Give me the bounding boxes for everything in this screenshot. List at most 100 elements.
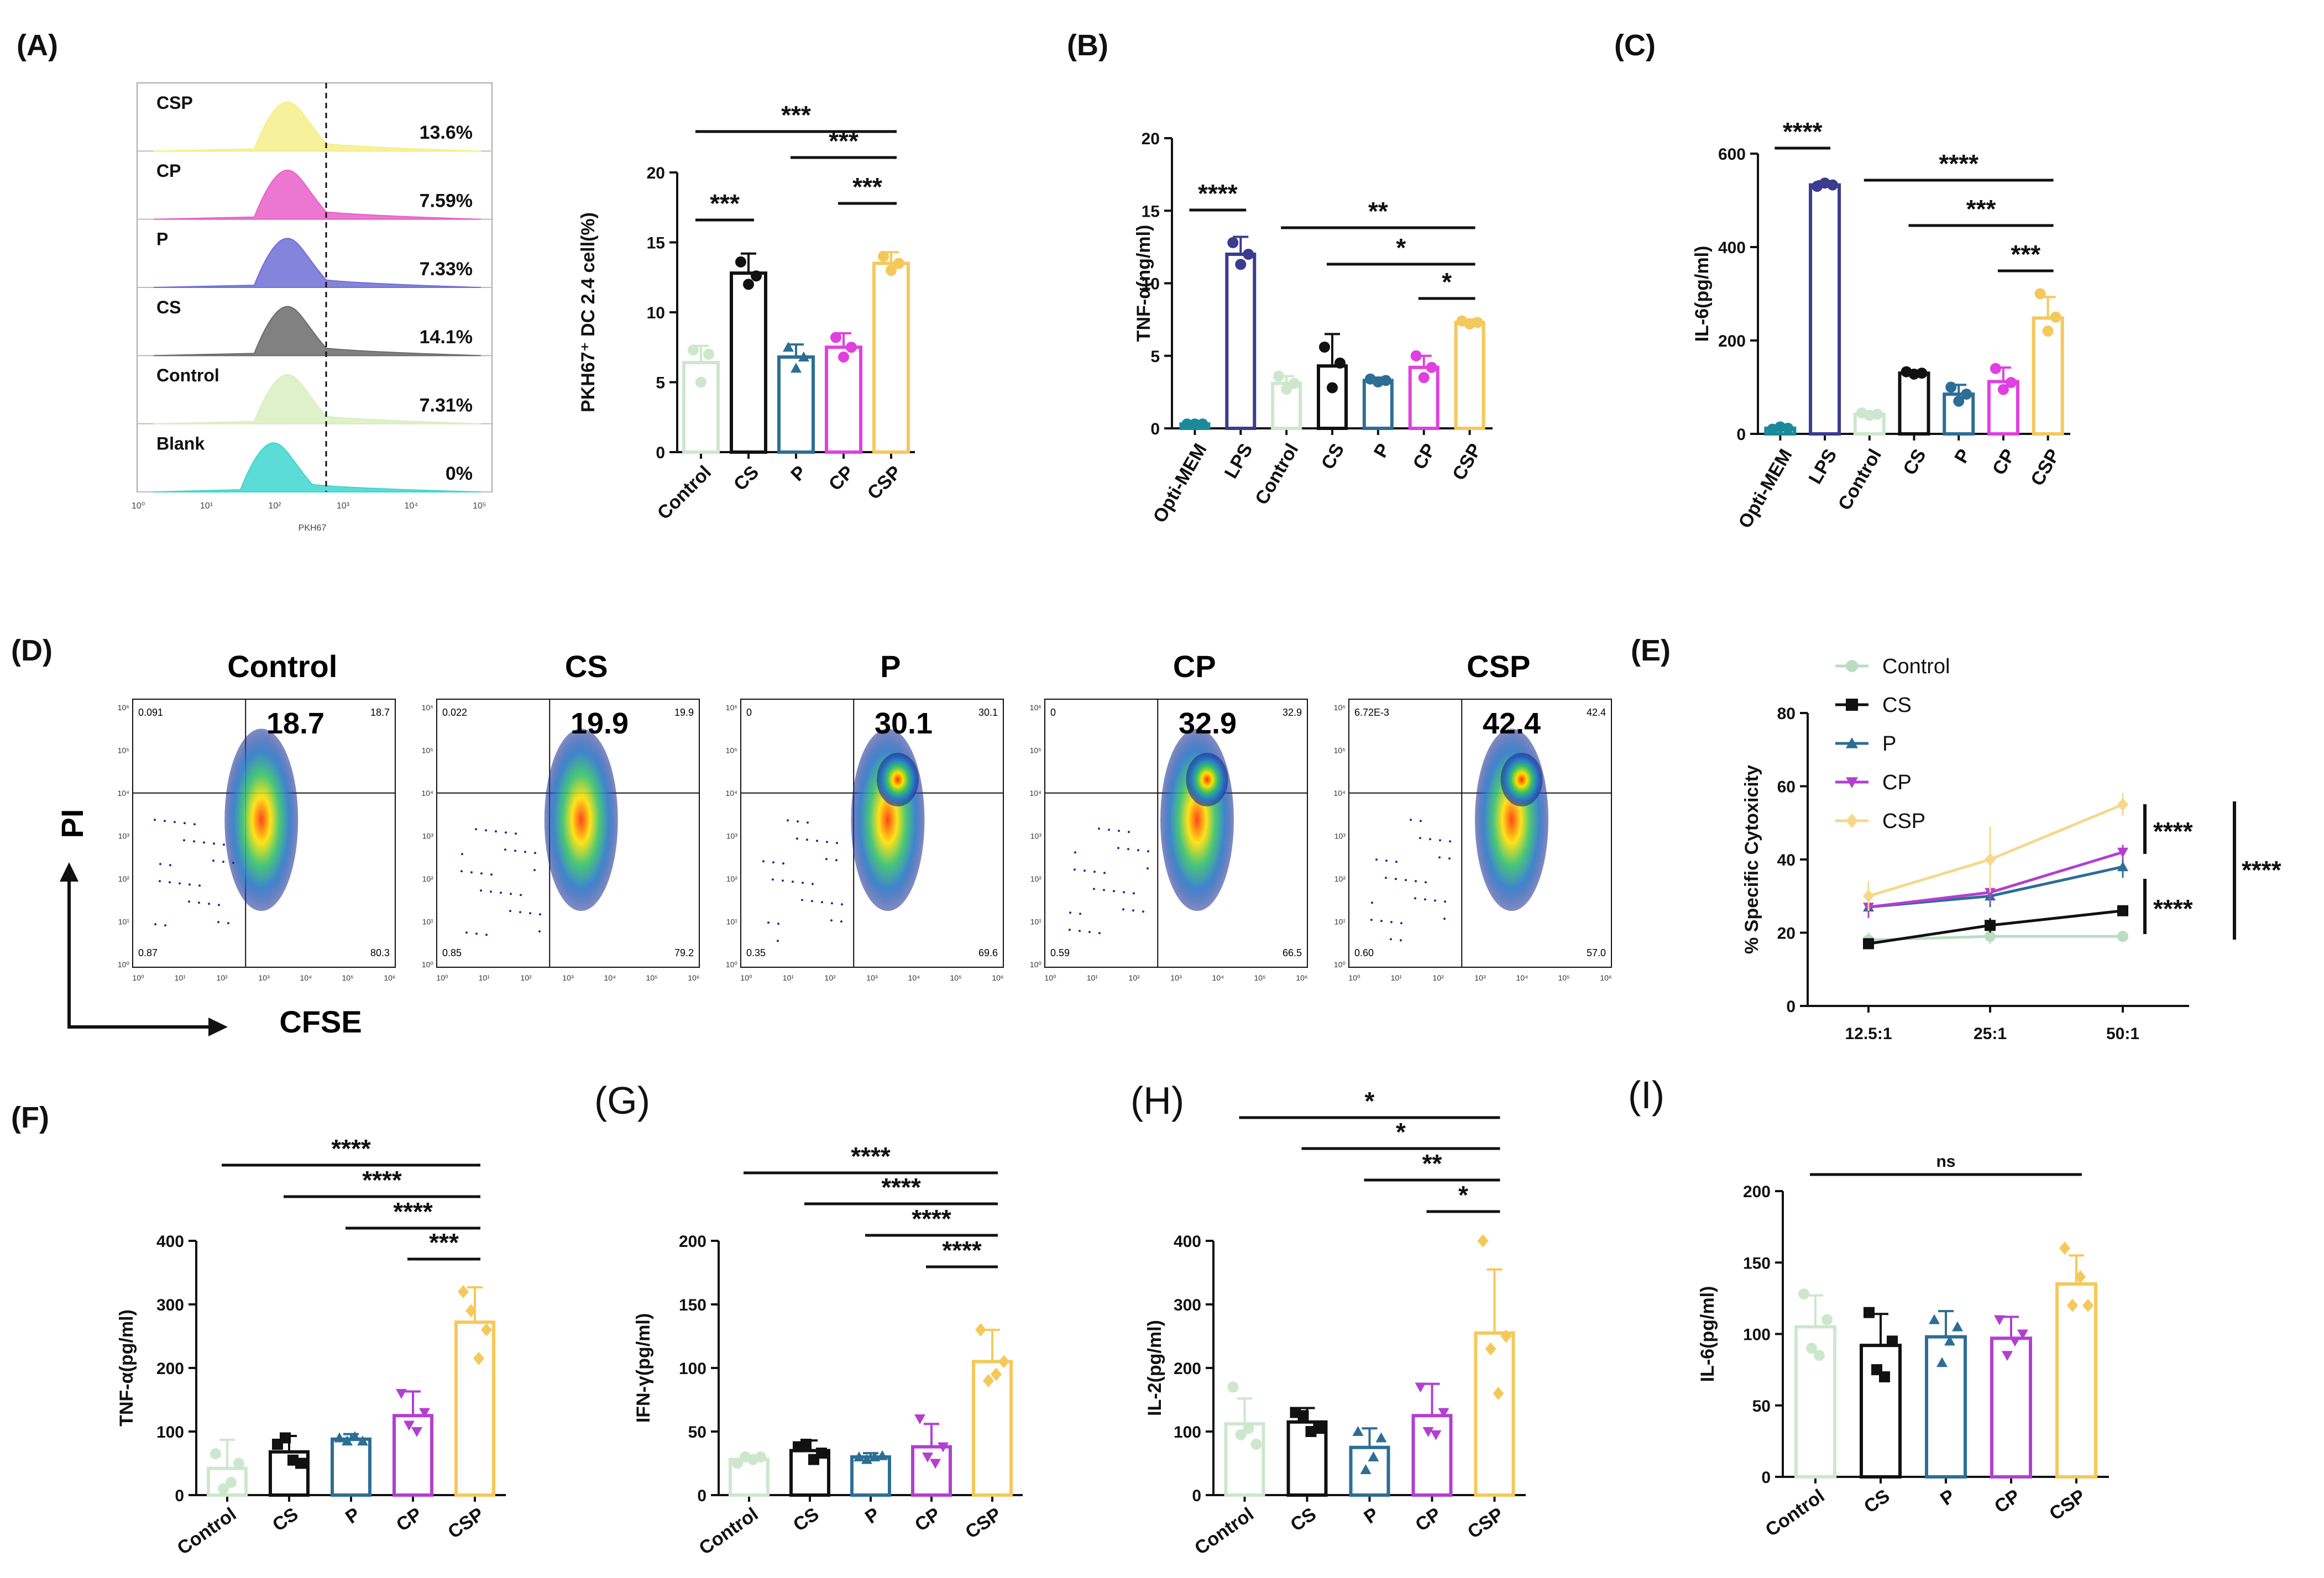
data-point: [703, 348, 714, 360]
significance-label: ****: [393, 1197, 433, 1226]
significance-label: ****: [1783, 117, 1823, 146]
flow-event-dot: [1069, 911, 1071, 914]
flow-event-dot: [1449, 840, 1451, 843]
flow-event-dot: [1410, 819, 1412, 821]
flow-y-tick: 10³: [118, 832, 130, 841]
significance-label: ****: [2153, 817, 2193, 846]
bar: [1474, 1331, 1515, 1497]
flow-event-dot: [1128, 831, 1130, 833]
flow-lr-value: 57.0: [1587, 947, 1606, 958]
flow-event-dot: [1390, 921, 1393, 924]
flow-y-tick: 10⁴: [725, 789, 737, 798]
flow-x-tick: 10⁰: [436, 973, 448, 982]
flow-ul-value: 0: [746, 707, 752, 718]
flow-event-dot: [169, 881, 171, 884]
flow-event-dot: [1069, 929, 1071, 931]
y-tick-label: 60: [1777, 778, 1796, 796]
data-point: [1472, 317, 1483, 328]
y-tick-label: 100: [1174, 1423, 1201, 1441]
data-point: [1985, 888, 1996, 898]
data-point: [1235, 1429, 1247, 1440]
bar: [1317, 364, 1348, 430]
bar: [1454, 321, 1485, 430]
x-tick-label: P: [787, 462, 810, 485]
flow-event-dot: [777, 922, 779, 925]
histogram-percent: 14.1%: [420, 327, 473, 348]
data-point: [938, 1442, 949, 1453]
significance-label: ****: [1198, 179, 1238, 208]
flow-y-tick: 10⁰: [726, 960, 738, 969]
flow-ur-percent: 32.9: [1179, 707, 1237, 740]
y-axis-label: TNF-α(ng/ml): [1133, 225, 1154, 342]
flow-ur-small: 18.7: [370, 707, 390, 718]
flow-y-tick: 10³: [1030, 832, 1042, 841]
flow-event-dot: [840, 920, 842, 923]
y-axis-label: IL-6(pg/ml): [1692, 246, 1713, 342]
data-point: [1297, 1410, 1309, 1422]
x-tick-label: Control: [1251, 440, 1302, 508]
flow-event-dot: [505, 831, 507, 834]
data-point: [2117, 905, 2128, 916]
flow-x-tick: 10⁵: [1254, 973, 1265, 982]
data-point: [1806, 1343, 1817, 1354]
data-point: [473, 1351, 484, 1365]
x-tick-label: LPS: [1804, 445, 1841, 487]
y-tick-label: 100: [156, 1423, 184, 1441]
data-point: [1997, 384, 2009, 395]
flow-ur-percent: 18.7: [266, 707, 324, 740]
flow-ll-value: 0.35: [746, 947, 766, 958]
flow-x-tick: 10⁶: [1600, 973, 1611, 982]
significance-label: ****: [851, 1142, 891, 1171]
flow-event-dot: [1444, 900, 1446, 903]
flow-event-dot: [461, 853, 463, 856]
data-point: [2117, 798, 2128, 811]
flow-event-dot: [193, 840, 195, 843]
data-point: [1798, 1288, 1809, 1300]
y-tick-label: 100: [1743, 1326, 1771, 1344]
significance-label: ns: [1936, 1152, 1955, 1171]
flow-event-dot: [1448, 857, 1451, 860]
flow-event-dot: [504, 848, 506, 851]
flow-x-tick: 10⁶: [688, 973, 699, 982]
data-point: [1782, 422, 1794, 434]
legend-marker: [1846, 737, 1858, 748]
x-tick-label: CS: [269, 1503, 302, 1535]
data-point: [1994, 1315, 2005, 1325]
y-tick-label: 0: [1192, 1487, 1201, 1505]
data-point: [1985, 920, 1996, 931]
significance-label: *: [1442, 268, 1452, 296]
flow-event-dot: [1370, 919, 1373, 921]
y-tick-label: 600: [1718, 145, 1746, 164]
data-point: [1243, 1423, 1254, 1434]
x-tick-label: CSP: [2045, 1485, 2089, 1524]
flow-density-cloud: [224, 728, 299, 911]
data-point: [998, 1355, 1009, 1369]
flow-event-dot: [174, 821, 176, 824]
flow-ur-percent: 30.1: [875, 707, 933, 740]
flow-y-tick: 10⁵: [726, 746, 737, 755]
y-tick-label: 200: [1743, 1183, 1771, 1201]
x-tick-label: Control: [1762, 1485, 1829, 1540]
histogram-percent: 7.33%: [420, 259, 473, 280]
histogram-percent: 0%: [446, 463, 473, 484]
significance-label: *: [1458, 1181, 1468, 1209]
flow-event-dot: [836, 842, 838, 845]
x-tick-label: 25:1: [1974, 1025, 2007, 1043]
flow-ur-small: 32.9: [1283, 707, 1302, 718]
legend-marker: [1846, 813, 1858, 829]
data-point: [877, 1450, 888, 1460]
flow-event-dot: [465, 931, 468, 934]
significance-label: *: [1396, 233, 1406, 262]
y-tick-label: 0: [656, 444, 665, 462]
data-point: [295, 1458, 306, 1469]
y-tick-label: 0: [1150, 420, 1160, 438]
flow-y-tick: 10²: [422, 874, 434, 883]
flow-event-dot: [1371, 901, 1373, 904]
data-point: [743, 279, 754, 290]
flow-event-dot: [184, 822, 186, 825]
x-tick-label: P: [342, 1503, 364, 1528]
flow-event-dot: [1147, 867, 1149, 870]
data-point: [226, 1477, 237, 1488]
